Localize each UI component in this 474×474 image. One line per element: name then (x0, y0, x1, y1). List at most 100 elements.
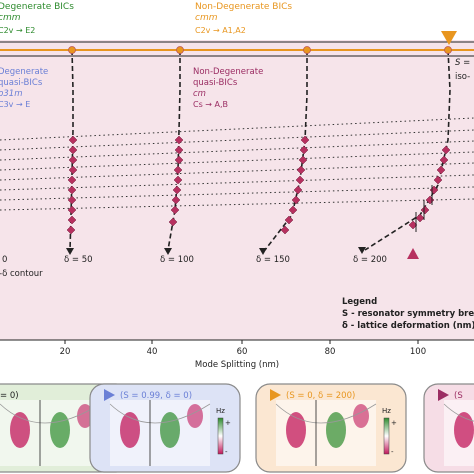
field-lobe-neg-0 (10, 412, 30, 448)
panel-title-1: (S = 0.99, δ = 0) (120, 391, 192, 401)
colorbar-label-1: Hz (216, 407, 225, 415)
magenta-marker-triangle (407, 248, 419, 259)
panel-title-2: (S = 0, δ = 200) (286, 391, 355, 401)
data-point-2 (68, 155, 78, 165)
x-tick-label-3: 80 (325, 347, 336, 357)
panel-1: Hz+ - (S = 0.99, δ = 0) (89, 383, 241, 473)
field-contour-2 (275, 403, 377, 424)
field-contour-3 (443, 403, 474, 422)
data-point-15 (172, 185, 182, 195)
data-point-17 (170, 205, 180, 215)
panel-triangle-icon-1 (104, 389, 115, 401)
colorbar-minus-2: - (391, 448, 394, 456)
green-irrep: C2v → E2 (0, 26, 35, 35)
blue-group: p31m (0, 89, 23, 99)
x-tick-label-1: 40 (147, 347, 158, 357)
panel-title-3: (S (454, 391, 463, 401)
panel-triangle-icon-2 (270, 389, 281, 401)
colorbar-1 (217, 417, 224, 455)
colorbar-plus-2: + (391, 419, 397, 427)
panel-triangle-icon-3 (438, 389, 449, 401)
data-point-5 (67, 185, 77, 195)
data-point-9 (66, 225, 76, 235)
x-tick-label-4: 100 (410, 347, 426, 357)
data-point-21 (298, 155, 308, 165)
s-top-label: S = (455, 58, 470, 68)
legend-delta-line: δ - lattice deformation (nm) (342, 321, 474, 331)
data-point-10 (174, 135, 184, 145)
x-axis-label: Mode Splitting (nm) (195, 360, 279, 370)
field-lobe-extra-1 (187, 404, 203, 428)
data-point-11 (174, 145, 184, 155)
top-point-3 (444, 46, 452, 54)
delta-label-200: δ = 200 (353, 255, 387, 265)
top-point-0 (68, 46, 76, 54)
mag-line1: Non-Degenerate (193, 67, 263, 77)
legend-s-line: S - resonator symmetry break (342, 309, 474, 319)
data-point-20 (299, 145, 309, 155)
data-point-35 (420, 205, 430, 215)
data-point-23 (295, 175, 305, 185)
data-point-13 (173, 165, 183, 175)
panel-2: Hz+ - (S = 0, δ = 200) (255, 383, 407, 473)
data-point-22 (296, 165, 306, 175)
data-point-25 (291, 195, 301, 205)
field-panels: Hz+-= 0)Hz+-(S = 0.99, δ = 0)Hz+-(S = 0,… (0, 383, 474, 473)
delta-contour-label: -δ contour (0, 269, 43, 279)
data-point-12 (174, 155, 184, 165)
data-point-24 (293, 185, 303, 195)
green-group: cmm (0, 13, 21, 23)
zero-label: 0 (2, 255, 7, 265)
orange-marker-triangle (441, 31, 457, 45)
mag-line2: quasi-BICs (193, 78, 238, 88)
x-axis-ticks: 20 40 60 80 100 (60, 340, 426, 357)
panel-title-0: = 0) (0, 391, 19, 401)
orange-group: cmm (195, 13, 218, 23)
field-lobe-pos-2 (326, 412, 346, 448)
mag-irrep: Cs → A,B (193, 100, 228, 109)
colorbar-label-2: Hz (382, 407, 391, 415)
colorbar-minus-1: - (225, 448, 228, 456)
field-contour-0 (0, 403, 101, 424)
delta-label-100: δ = 100 (160, 255, 194, 265)
data-point-1 (68, 145, 78, 155)
curve-arrowhead-1 (164, 248, 172, 255)
curve-arrowhead-2 (259, 248, 267, 255)
data-point-14 (173, 175, 183, 185)
colorbar-plus-1: + (225, 419, 231, 427)
green-title: Degenerate BICs (0, 2, 74, 12)
curve-arrowhead-0 (66, 248, 74, 255)
x-tick-label-0: 20 (60, 347, 71, 357)
data-point-7 (67, 205, 77, 215)
field-contour-1 (109, 403, 211, 424)
mag-group: cm (193, 89, 206, 99)
field-lobe-neg-2 (286, 412, 306, 448)
top-point-1 (176, 46, 184, 54)
orange-title: Non-Degenerate BICs (195, 2, 292, 12)
data-point-3 (68, 165, 78, 175)
blue-line2: quasi-BICs (0, 78, 43, 88)
top-point-2 (303, 46, 311, 54)
field-lobe-pos-1 (160, 412, 180, 448)
data-point-6 (67, 195, 77, 205)
data-point-31 (436, 165, 446, 175)
delta-label-50: δ = 50 (64, 255, 93, 265)
blue-irrep: C3v → E (0, 100, 30, 109)
data-point-29 (441, 145, 451, 155)
data-point-0 (68, 135, 78, 145)
panel-3: Hz+-(S (423, 383, 474, 473)
x-tick-label-2: 60 (237, 347, 248, 357)
data-point-18 (168, 217, 178, 227)
data-point-4 (67, 175, 77, 185)
field-lobe-neg-1 (120, 412, 140, 448)
plot-area (0, 40, 474, 340)
legend-title: Legend (342, 297, 377, 307)
delta-label-150: δ = 150 (256, 255, 290, 265)
data-markers (66, 46, 452, 235)
data-point-32 (433, 175, 443, 185)
iso-label: iso- (455, 72, 470, 82)
orange-irrep: C2v → A1,A2 (195, 26, 246, 35)
data-point-8 (67, 215, 77, 225)
data-point-28 (280, 225, 290, 235)
